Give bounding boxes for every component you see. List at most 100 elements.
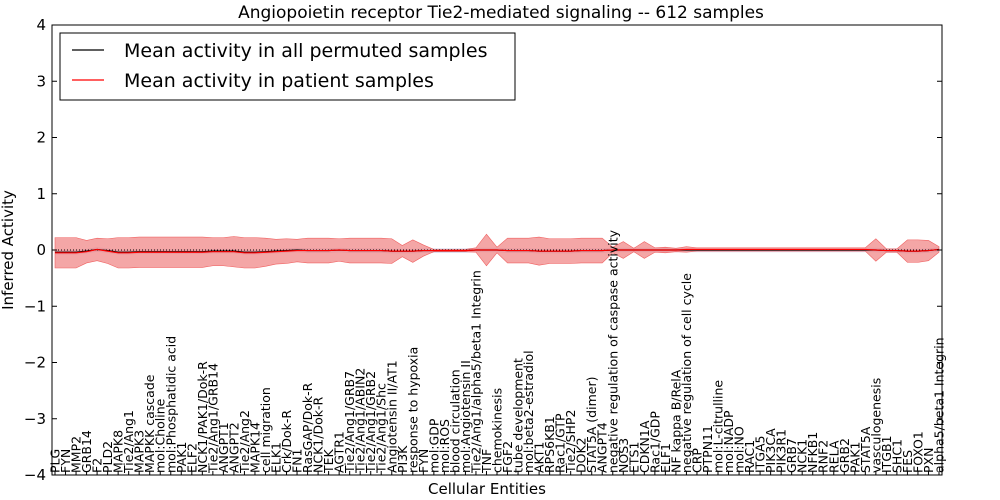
x-tick-label: GRB14 xyxy=(79,430,94,473)
legend-label-permuted: Mean activity in all permuted samples xyxy=(124,40,487,62)
x-tick-label: PAK1 xyxy=(847,442,862,473)
x-tick-label: RasGAP/Dok-R xyxy=(300,382,315,473)
y-tick-label: −4 xyxy=(24,466,46,484)
x-tick-label: PXN xyxy=(921,448,936,473)
x-tick-label: Tie2/Ang1/Shc xyxy=(374,383,389,474)
x-tick-label: vasculogenesis xyxy=(868,378,883,473)
x-tick-label: mol:L-citrulline xyxy=(711,380,726,473)
y-tick-label: 1 xyxy=(36,185,46,203)
x-tick-label: CRP xyxy=(689,448,704,473)
x-tick-label: ETS1 xyxy=(626,442,641,473)
x-tick-label: Tie2/Ang1/GRB14 xyxy=(205,363,220,474)
legend-label-patient: Mean activity in patient samples xyxy=(124,70,434,92)
x-tick-label: mol:NO xyxy=(732,426,747,473)
x-tick-label: alpha5/beta1 Integrin xyxy=(932,337,947,473)
y-tick-label: 3 xyxy=(36,72,46,90)
x-tick-label: Crk/Dok-R xyxy=(279,410,294,473)
x-tick-label: MMP2 xyxy=(69,436,84,473)
x-tick-label: NOS3 xyxy=(616,438,631,473)
x-tick-label: NFKB1 xyxy=(805,432,820,473)
x-tick-label: AKT1 xyxy=(532,442,547,473)
y-tick-label: 0 xyxy=(36,241,46,259)
x-tick-label: FYN xyxy=(58,449,73,473)
legend: Mean activity in all permuted samples Me… xyxy=(59,32,516,101)
x-tick-label: Rac1/GTP xyxy=(553,413,568,473)
x-tick-label: NCK1/Dok-R xyxy=(311,397,326,473)
x-tick-label: TNF xyxy=(479,449,494,474)
x-tick-label: Angiotensin II/AT1 xyxy=(384,360,399,473)
y-axis: 4 3 2 1 0 −1 −2 −3 −4 xyxy=(24,16,942,484)
x-tick-label: mol:beta2-estradiol xyxy=(521,350,536,473)
x-tick-label: ELK1 xyxy=(269,442,284,473)
x-tick-label: response to hypoxia xyxy=(405,347,420,473)
x-tick-label: ANGPT2 xyxy=(226,422,241,473)
y-axis-label: Inferred Activity xyxy=(0,190,17,310)
x-tick-label: ANGPT1 xyxy=(216,422,231,473)
x-tick-label: Tie2/Ang1 xyxy=(121,410,136,474)
x-tick-label: NF kappa B/RelA xyxy=(668,369,683,473)
x-tick-label: PLG xyxy=(48,449,63,473)
x-tick-label: AGTR1 xyxy=(332,431,347,473)
y-tick-label: 2 xyxy=(36,129,46,147)
x-tick-label: GRB7 xyxy=(784,438,799,473)
x-tick-label: mol:NADP xyxy=(721,410,736,473)
x-tick-label: mol:Phosphatidic acid xyxy=(163,336,178,473)
x-tick-label: FN1 xyxy=(290,449,305,474)
x-tick-label: tube development xyxy=(511,358,526,473)
x-tick-label: MAPK14 xyxy=(247,422,262,473)
x-tick-label: CDKN1A xyxy=(637,420,652,473)
x-tick-label: RPS6KB1 xyxy=(542,416,557,473)
x-tick-label: DOK2 xyxy=(574,437,589,473)
legend-box xyxy=(59,32,516,101)
x-tick-label: NCK1 xyxy=(795,439,810,473)
x-tick-label: PTPN11 xyxy=(700,425,715,473)
chart-title: Angiopoietin receptor Tie2-mediated sign… xyxy=(238,3,764,23)
x-tick-label: GRB2 xyxy=(837,438,852,473)
x-tick-labels: PLGFYNMMP2GRB14F2PLD2MAPK8Tie2/Ang1MAPK3… xyxy=(48,229,947,475)
x-tick-label: PIK3R1 xyxy=(774,429,789,473)
x-tick-label: ANGPT4 xyxy=(595,422,610,473)
y-tick-label: −3 xyxy=(24,410,46,428)
x-tick-label: Tie2/Ang1/GRB7 xyxy=(342,371,357,474)
x-axis-label: Cellular Entities xyxy=(428,480,546,498)
x-tick-label: mol:GDP xyxy=(426,418,441,473)
y-tick-label: −1 xyxy=(24,297,46,315)
x-tick-label: ELF2 xyxy=(184,443,199,473)
x-tick-label: FES xyxy=(900,450,915,473)
x-tick-label: F2 xyxy=(90,458,105,473)
x-tick-label: TEK xyxy=(321,448,336,474)
x-tick-label: Rac1/GDP xyxy=(647,411,662,473)
x-tick-label: negative regulation of cell cycle xyxy=(679,273,694,473)
x-tick-label: NCK1/PAK1/Dok-R xyxy=(195,361,210,473)
x-tick-label: Tie2/SHP2 xyxy=(563,410,578,474)
x-tick-label: RELA xyxy=(826,440,841,473)
x-tick-label: Tie2/Ang1/GRB2 xyxy=(363,371,378,474)
x-tick-label: PIK3CA xyxy=(763,428,778,473)
x-tick-label: STAT5A (dimer) xyxy=(584,377,599,473)
x-tick-label: MAPK8 xyxy=(111,430,126,473)
x-tick-label: mol:ROS xyxy=(437,419,452,473)
x-tick-label: negative regulation of caspase activity xyxy=(605,229,620,473)
x-tick-label: FOXO1 xyxy=(910,431,925,473)
x-tick-label: ITGA5 xyxy=(753,435,768,473)
x-tick-label: PLD2 xyxy=(100,441,115,473)
x-tick-label: mol:Angiotensin II xyxy=(458,360,473,473)
x-tick-label: Tie2/Ang1/ABIN2 xyxy=(353,368,368,474)
x-tick-label: PAK1 xyxy=(174,442,189,473)
x-tick-label: MAPKK cascade xyxy=(142,374,157,473)
x-tick-label: RAC1 xyxy=(742,440,757,473)
x-tick-label: FGF2 xyxy=(500,441,515,473)
x-tick-label: ELF1 xyxy=(658,443,673,473)
x-tick-label: Tie2/Ang1/alpha5/beta1 Integrin xyxy=(468,270,483,474)
x-tick-label: MAPK3 xyxy=(132,430,147,473)
patient-band xyxy=(54,233,940,269)
x-tick-label: SHC1 xyxy=(889,439,904,473)
x-tick-label: Tie2/Ang2 xyxy=(237,410,252,474)
x-tick-label: mol:Choline xyxy=(153,398,168,473)
x-tick-label: FYN xyxy=(416,449,431,473)
x-tick-label: RNF2 xyxy=(816,440,831,473)
x-tick-label: PI3K xyxy=(395,445,410,473)
x-tick-label: cell migration xyxy=(258,387,273,473)
series-line-patient xyxy=(55,248,940,254)
